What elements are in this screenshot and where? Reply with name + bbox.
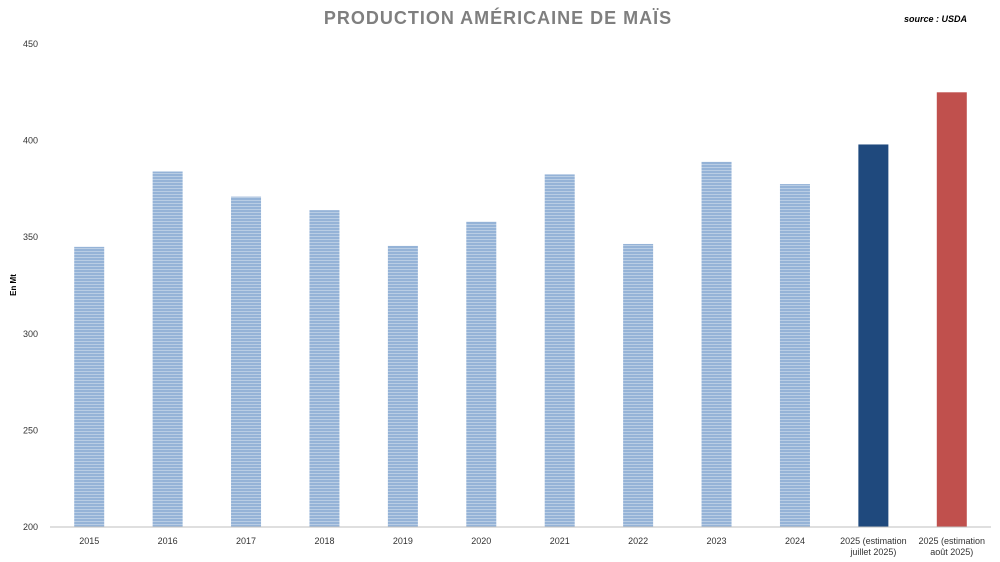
y-tick-label: 400: [23, 136, 38, 146]
x-tick-label: 2023: [707, 536, 727, 546]
x-tick-label: 2018: [314, 536, 334, 546]
bar-6: [544, 174, 575, 527]
bar-7: [623, 243, 654, 527]
bar-5: [466, 221, 497, 527]
bar-10: [858, 144, 889, 528]
x-tick-label: 2016: [158, 536, 178, 546]
y-axis-label: En Mt: [9, 274, 18, 296]
bar-11: [936, 92, 967, 528]
bar-2: [231, 196, 262, 528]
bar-9: [779, 184, 810, 527]
y-tick-label: 250: [23, 425, 38, 435]
y-tick-label: 300: [23, 329, 38, 339]
x-tick-label: 2020: [471, 536, 491, 546]
x-axis: 2015 2016 2017 2018 2019 2020 2021 2022 2023 2024…: [79, 536, 985, 557]
x-tick-label: 2025 (estimation août 2025): [919, 536, 986, 557]
x-tick-label: 2022: [628, 536, 648, 546]
bar-1: [152, 171, 183, 527]
x-tick-label: 2025 (estimation juillet 2025): [840, 536, 907, 557]
x-tick-label: 2024: [785, 536, 805, 546]
y-tick-label: 350: [23, 232, 38, 242]
y-tick-label: 200: [23, 522, 38, 532]
bar-4: [387, 245, 418, 528]
x-tick-label: 2019: [393, 536, 413, 546]
bars: [74, 92, 967, 528]
y-tick-label: 450: [23, 39, 38, 49]
bar-8: [701, 161, 732, 528]
x-tick-label: 2021: [550, 536, 570, 546]
y-axis: 200 250 300 350 400 450: [23, 39, 38, 532]
bar-3: [309, 210, 340, 528]
x-tick-label: 2015: [79, 536, 99, 546]
source-note: source : USDA: [904, 14, 967, 24]
bar-0: [74, 246, 105, 528]
chart-title: PRODUCTION AMÉRICAINE DE MAÏS: [324, 7, 672, 28]
x-tick-label: 2017: [236, 536, 256, 546]
